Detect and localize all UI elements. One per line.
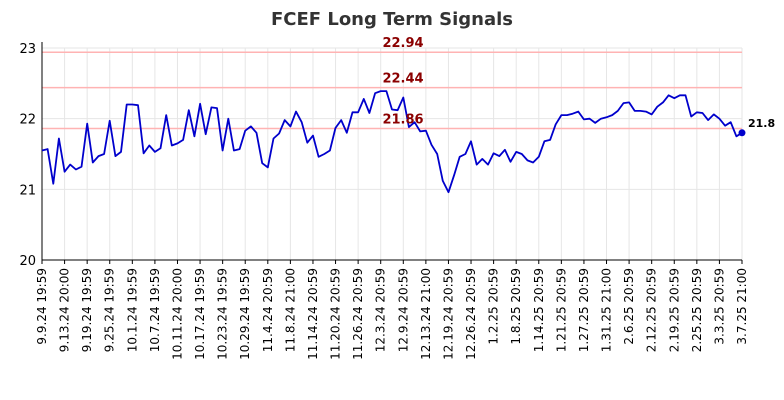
x-tick-label: 11.20.24 20:59: [329, 268, 343, 360]
x-tick-label: 3.7.25 21:00: [735, 268, 749, 345]
x-tick-label: 11.26.24 20:59: [351, 268, 365, 360]
x-tick-label: 12.13.24 21:00: [419, 268, 433, 360]
x-tick-label: 1.27.25 20:59: [577, 268, 591, 352]
x-tick-label: 9.19.24 19:59: [80, 268, 94, 352]
x-tick-label: 10.23.24 19:59: [216, 268, 230, 360]
x-tick-label: 12.9.24 20:59: [396, 268, 410, 352]
x-tick-label: 9.13.24 20:00: [58, 268, 72, 352]
annotation-layer: 22.94 22.44 21.86 21.8: [382, 36, 775, 130]
x-tick-label: 11.4.24 20:59: [261, 268, 275, 352]
x-tick-label: 11.8.24 21:00: [283, 268, 297, 352]
x-tick-label: 1.31.25 21:00: [600, 268, 614, 352]
signal-level-label: 22.94: [382, 36, 423, 51]
x-tick-label: 2.6.25 20:59: [622, 268, 636, 345]
y-tick-label: 21: [19, 183, 36, 198]
last-value-label: 21.8: [748, 117, 775, 130]
x-tick-label: 10.11.24 20:00: [170, 268, 184, 360]
x-tick-label: 12.26.24 20:59: [464, 268, 478, 360]
x-tick-label: 3.3.25 20:59: [712, 268, 726, 345]
x-tick-label: 2.25.25 20:59: [690, 268, 704, 352]
price-line: [41, 90, 743, 194]
x-tick-label: 2.12.25 20:59: [645, 268, 659, 352]
x-tick-label: 1.21.25 20:59: [554, 268, 568, 352]
last-point-marker: [738, 129, 746, 137]
signal-level-label: 21.86: [382, 113, 423, 128]
x-tick-label: 11.14.24 20:59: [306, 268, 320, 360]
axes: 20 21 22 23 9.9.24 19:59 9.13.24 20:00 9.19.24…: [19, 42, 749, 360]
y-tick-label: 20: [19, 254, 36, 269]
x-tick-label: 2.19.25 20:59: [667, 268, 681, 352]
x-tick-label: 12.19.24 20:59: [441, 268, 455, 360]
x-tick-label: 10.29.24 19:59: [238, 268, 252, 360]
x-tick-label: 1.2.25 20:59: [487, 268, 501, 345]
x-tick-label: 1.8.25 20:59: [509, 268, 523, 345]
signal-level-label: 22.44: [382, 72, 423, 87]
x-tick-label: 10.7.24 19:59: [148, 268, 162, 352]
x-tick-label: 10.17.24 19:59: [193, 268, 207, 360]
x-tick-label: 1.14.25 20:59: [532, 268, 546, 352]
signal-levels: [42, 51, 742, 130]
y-tick-label: 22: [19, 113, 36, 128]
y-tick-label: 23: [19, 42, 36, 57]
x-tick-label: 10.1.24 19:59: [125, 268, 139, 352]
x-tick-label: 9.9.24 19:59: [35, 268, 49, 345]
x-tick-label: 9.25.24 19:59: [103, 268, 117, 352]
chart-title: FCEF Long Term Signals: [271, 9, 513, 30]
x-tick-label: 12.3.24 20:59: [374, 268, 388, 352]
price-line-layer: [41, 90, 746, 194]
